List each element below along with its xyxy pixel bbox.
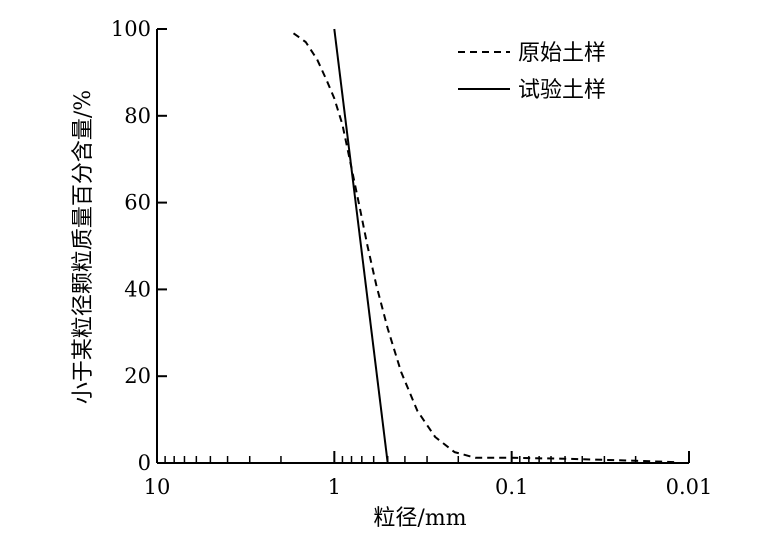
x-tick-label: 0.1	[495, 475, 528, 499]
y-tick-label: 80	[124, 104, 151, 128]
legend-label: 原始土样	[518, 41, 606, 66]
x-tick-label: 1	[328, 475, 341, 499]
series-line-test-soil	[333, 28, 389, 464]
plot-lines	[292, 28, 676, 464]
y-tick-label: 100	[111, 17, 151, 41]
y-tick-label: 20	[124, 364, 151, 388]
series-line-original-soil	[292, 32, 676, 464]
y-ticks: 0 20 40 60 80 100	[111, 17, 167, 475]
x-ticks: 10 1 0.1 0.01	[144, 451, 713, 499]
y-tick-label: 0	[138, 451, 151, 475]
axes	[156, 29, 689, 464]
y-tick-label: 60	[124, 191, 151, 215]
x-axis-title: 粒径/mm	[373, 506, 466, 531]
legend-label: 试验土样	[518, 78, 606, 103]
x-tick-label: 10	[144, 475, 171, 499]
x-tick-label: 0.01	[666, 475, 713, 499]
y-axis-title: 小于某粒径颗粒质量百分含量/%	[71, 90, 96, 404]
y-tick-label: 40	[124, 277, 151, 301]
